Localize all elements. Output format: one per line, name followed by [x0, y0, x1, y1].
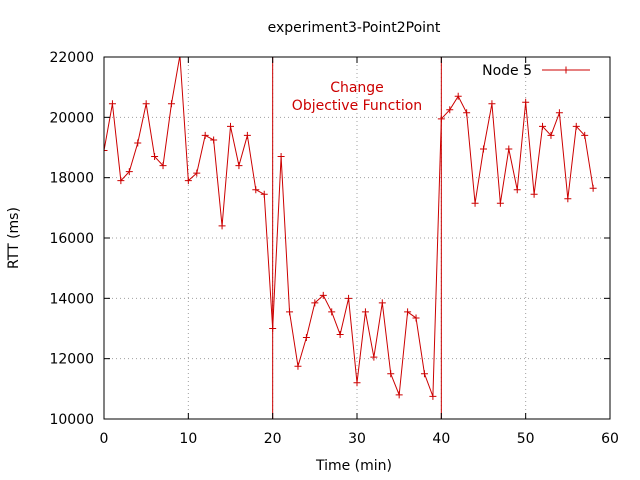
annotation-change-objective-function: Change Objective Function [292, 80, 422, 114]
data-point [286, 308, 294, 316]
data-point [539, 122, 547, 130]
x-tick-label: 40 [432, 431, 450, 447]
y-tick-label: 14000 [49, 291, 94, 307]
y-tick-label: 18000 [49, 171, 94, 187]
x-tick-label: 50 [517, 431, 535, 447]
data-point [353, 379, 361, 387]
data-point [201, 131, 209, 139]
x-tick-label: 20 [264, 431, 282, 447]
legend-label-node-5: Node 5 [482, 63, 532, 79]
data-point [387, 370, 395, 378]
data-point [547, 131, 555, 139]
x-tick-label: 10 [179, 431, 197, 447]
data-point [589, 184, 597, 192]
data-point [193, 169, 201, 177]
data-point [530, 190, 538, 198]
data-point [345, 294, 353, 302]
data-point [437, 115, 445, 123]
data-point [260, 190, 268, 198]
data-point [243, 131, 251, 139]
y-tick-label: 10000 [49, 412, 94, 428]
data-point [235, 162, 243, 170]
legend-swatch-marker [562, 66, 570, 74]
data-point [395, 391, 403, 399]
chart-title: experiment3-Point2Point [268, 20, 441, 36]
data-point [404, 308, 412, 316]
series-node-5-group [104, 57, 597, 400]
data-point [412, 314, 420, 322]
annotation-line-objective-function: Objective Function [292, 98, 422, 114]
data-point [125, 168, 133, 176]
data-point [277, 153, 285, 161]
data-point [429, 392, 437, 400]
x-tick-label: 0 [100, 431, 109, 447]
data-point [218, 222, 226, 230]
data-point [513, 186, 521, 194]
data-point [167, 100, 175, 108]
data-point [361, 308, 369, 316]
data-point [117, 177, 125, 185]
x-tick-label: 60 [601, 431, 619, 447]
data-point [142, 100, 150, 108]
y-axis-title: RTT (ms) [6, 207, 22, 269]
data-point [522, 98, 530, 106]
data-point [294, 362, 302, 370]
legend: Node 5 [482, 63, 590, 79]
y-tick-label: 16000 [49, 231, 94, 247]
data-point [505, 145, 513, 153]
data-point [471, 199, 479, 207]
data-point [227, 122, 234, 130]
data-point [378, 299, 386, 307]
data-point [252, 186, 260, 194]
data-point [336, 331, 344, 339]
data-point [302, 334, 310, 342]
data-point [159, 162, 167, 170]
data-point [488, 100, 496, 108]
data-point [496, 199, 504, 207]
data-point [446, 106, 454, 114]
data-point [179, 57, 181, 59]
data-point [581, 131, 589, 139]
y-tick-label: 12000 [49, 352, 94, 368]
data-point [311, 299, 319, 307]
data-point [108, 100, 116, 108]
data-point [572, 122, 580, 130]
x-tick-label: 30 [348, 431, 366, 447]
data-point [269, 325, 277, 332]
data-point [480, 145, 487, 153]
y-tick-label: 22000 [49, 50, 94, 66]
data-point [210, 136, 218, 144]
data-point [454, 92, 462, 100]
annotation-line-change: Change [330, 80, 384, 96]
axis-ticks: 10000 12000 14000 16000 18000 20000 22000 0 10 20… [49, 50, 618, 447]
data-point [463, 109, 471, 117]
data-point [319, 291, 327, 299]
data-point [104, 147, 108, 155]
legend-marker-plus [562, 66, 570, 74]
data-point [328, 308, 336, 316]
x-axis-title: Time (min) [315, 458, 392, 474]
series-node-5 [104, 57, 597, 400]
data-point [151, 153, 159, 161]
data-point [184, 177, 192, 185]
y-tick-label: 20000 [49, 110, 94, 126]
data-point [370, 353, 378, 361]
data-point [564, 195, 572, 203]
data-point [555, 109, 563, 117]
data-point [134, 139, 142, 147]
data-point [420, 370, 428, 378]
